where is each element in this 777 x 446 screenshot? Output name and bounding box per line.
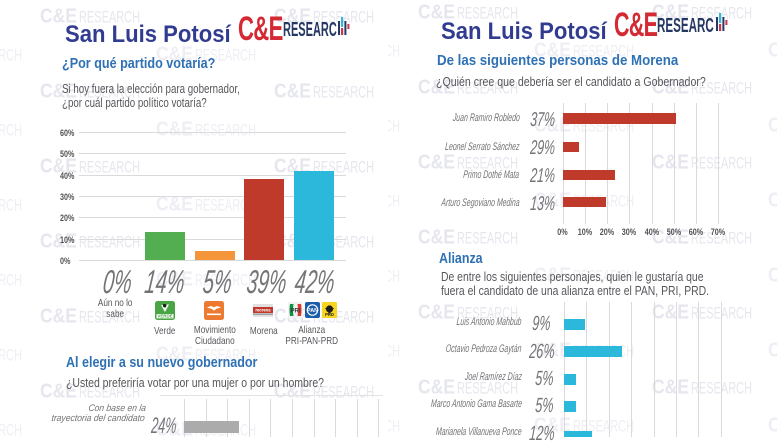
svg-text:PAN: PAN: [307, 308, 318, 314]
svg-text:VERDE: VERDE: [157, 314, 172, 319]
svg-text:PRD: PRD: [325, 312, 334, 317]
svg-text:PRI: PRI: [290, 309, 300, 315]
svg-text:morena: morena: [255, 307, 271, 312]
